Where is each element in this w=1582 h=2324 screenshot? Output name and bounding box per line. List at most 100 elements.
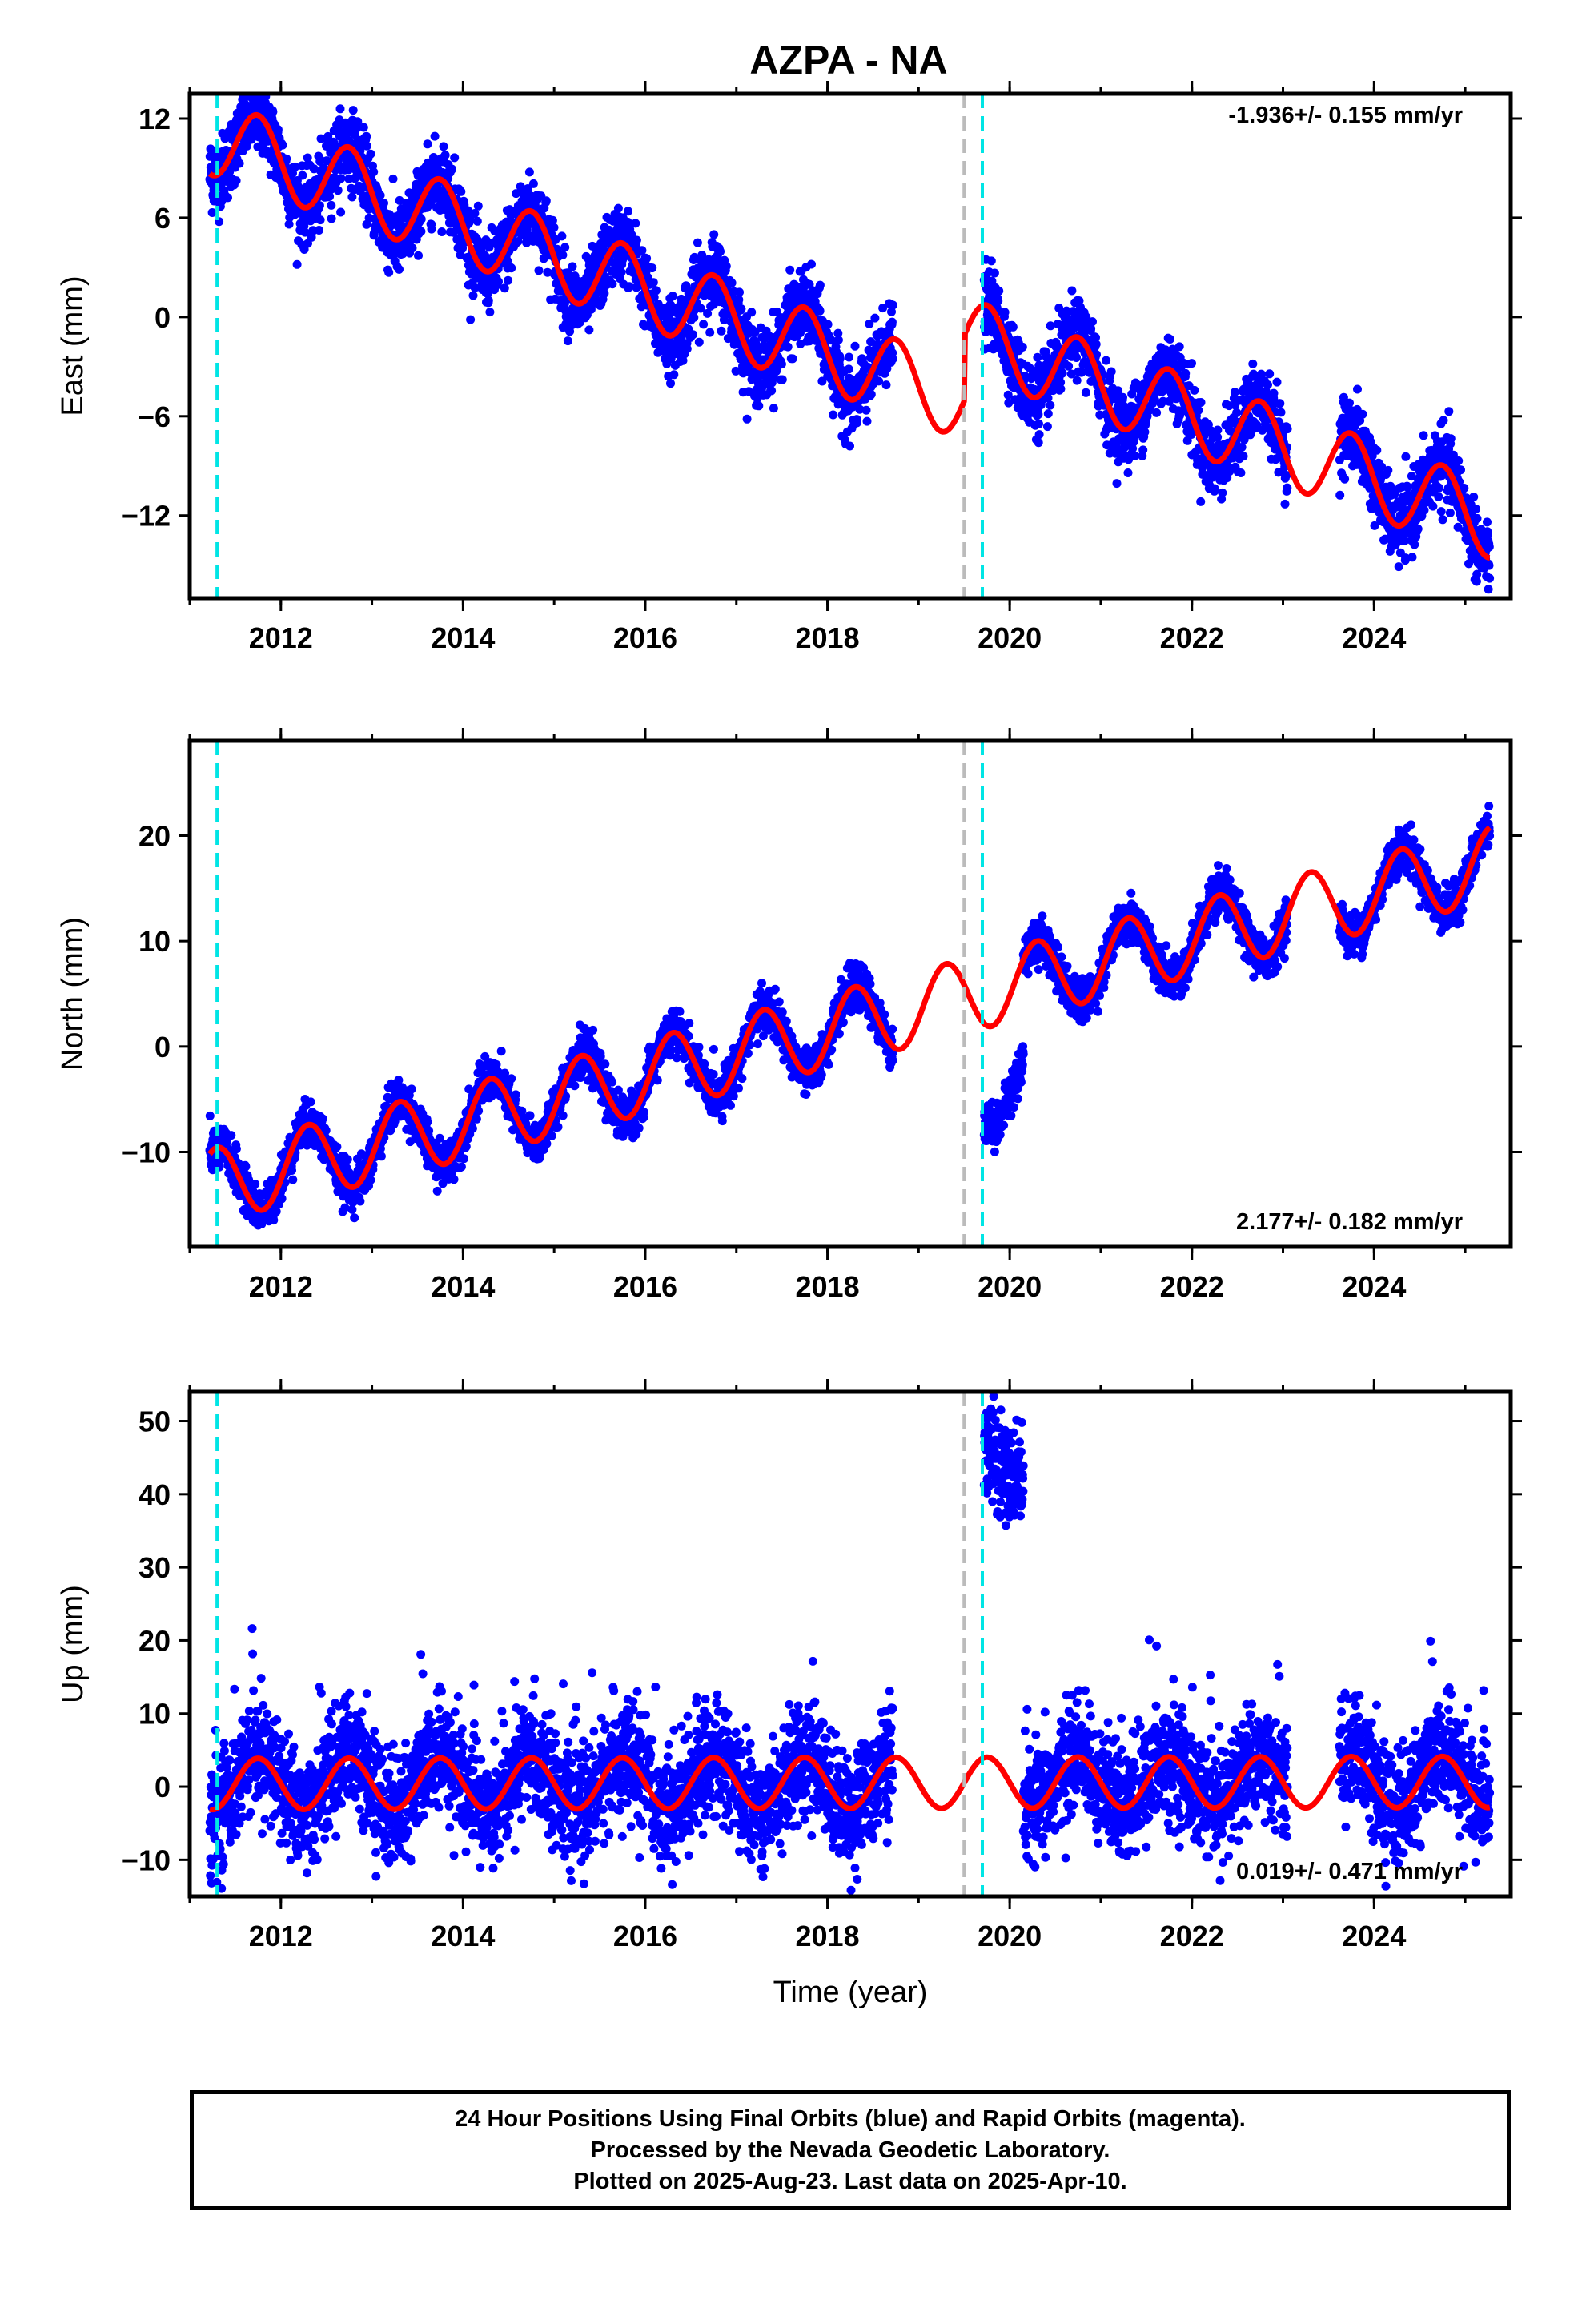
plot-area bbox=[205, 75, 1495, 594]
data-point bbox=[351, 124, 361, 134]
data-point bbox=[1239, 452, 1248, 461]
data-point bbox=[1058, 368, 1067, 378]
data-point bbox=[1345, 398, 1354, 408]
data-point bbox=[1383, 465, 1393, 475]
data-point bbox=[1472, 505, 1480, 513]
data-point bbox=[315, 201, 324, 211]
data-point bbox=[835, 354, 845, 364]
data-point bbox=[1102, 356, 1111, 365]
data-point bbox=[716, 247, 725, 256]
data-point bbox=[1434, 483, 1443, 493]
data-point bbox=[528, 179, 538, 188]
data-point bbox=[325, 191, 335, 201]
data-point bbox=[1196, 398, 1206, 407]
data-point bbox=[414, 251, 423, 260]
data-point bbox=[1118, 392, 1127, 402]
data-point bbox=[300, 227, 310, 237]
data-point bbox=[689, 330, 697, 340]
data-point bbox=[990, 268, 999, 278]
data-point bbox=[249, 84, 258, 93]
data-point bbox=[777, 360, 786, 369]
data-point bbox=[1484, 585, 1493, 594]
data-point bbox=[1283, 483, 1292, 493]
data-point bbox=[682, 344, 692, 353]
data-point bbox=[986, 256, 996, 266]
data-point bbox=[861, 405, 871, 415]
x-tick-label: 2012 bbox=[249, 621, 313, 654]
data-point bbox=[887, 317, 897, 327]
data-point bbox=[888, 300, 897, 310]
data-point bbox=[252, 75, 261, 84]
data-point bbox=[1196, 497, 1206, 506]
data-point bbox=[1081, 388, 1090, 397]
data-point bbox=[1046, 400, 1055, 410]
data-point bbox=[1444, 407, 1454, 416]
y-tick-label: −6 bbox=[138, 400, 171, 433]
data-point bbox=[1091, 340, 1101, 349]
data-point bbox=[1275, 399, 1285, 408]
data-point bbox=[783, 342, 793, 352]
data-point bbox=[456, 187, 466, 196]
y-axis-label: East (mm) bbox=[56, 275, 90, 416]
y-tick-label: 12 bbox=[139, 103, 171, 135]
data-point bbox=[709, 230, 719, 239]
data-point bbox=[430, 131, 440, 141]
data-point bbox=[450, 153, 460, 163]
data-point bbox=[1394, 562, 1403, 572]
data-point bbox=[1248, 359, 1258, 368]
data-point bbox=[1056, 384, 1066, 394]
data-point bbox=[1485, 573, 1495, 583]
data-point bbox=[288, 1175, 298, 1184]
data-point bbox=[388, 174, 398, 183]
data-point bbox=[1181, 368, 1191, 378]
data-point bbox=[1456, 465, 1465, 475]
data-point bbox=[439, 142, 448, 151]
data-point bbox=[717, 326, 726, 336]
data-point bbox=[1034, 410, 1043, 419]
data-point bbox=[227, 1131, 236, 1140]
model-fit-line bbox=[207, 111, 1492, 561]
figure-title: AZPA - NA bbox=[749, 38, 947, 82]
data-point bbox=[1454, 456, 1464, 465]
data-point bbox=[994, 296, 1003, 306]
data-point bbox=[815, 306, 825, 316]
data-point bbox=[362, 131, 371, 141]
data-point bbox=[850, 341, 860, 351]
data-point bbox=[534, 266, 544, 275]
data-point bbox=[1152, 408, 1162, 417]
data-point bbox=[500, 283, 509, 293]
data-point bbox=[512, 189, 521, 199]
data-point bbox=[1008, 322, 1018, 332]
data-point bbox=[754, 401, 764, 411]
data-point bbox=[327, 200, 336, 210]
data-point bbox=[699, 320, 709, 329]
x-tick-label: 2024 bbox=[1342, 621, 1406, 654]
data-point bbox=[1263, 380, 1272, 389]
data-point bbox=[369, 167, 379, 177]
data-point bbox=[807, 259, 816, 269]
data-point bbox=[315, 215, 325, 225]
data-point bbox=[1340, 474, 1350, 484]
data-point bbox=[1072, 353, 1081, 362]
data-point bbox=[503, 256, 512, 266]
data-point bbox=[287, 1166, 296, 1175]
x-tick-label: 2018 bbox=[796, 621, 860, 654]
data-point bbox=[423, 139, 432, 149]
data-point bbox=[616, 267, 626, 277]
data-point bbox=[362, 141, 371, 151]
data-point bbox=[888, 354, 897, 364]
data-point bbox=[1034, 430, 1044, 440]
data-point bbox=[235, 159, 244, 168]
data-point bbox=[513, 237, 523, 246]
data-point bbox=[844, 364, 853, 374]
data-point bbox=[624, 207, 632, 216]
data-point bbox=[651, 286, 661, 296]
data-point bbox=[464, 206, 472, 215]
data-point bbox=[1269, 388, 1279, 398]
data-point bbox=[1401, 452, 1411, 461]
data-point bbox=[504, 275, 513, 285]
data-point bbox=[1472, 513, 1482, 523]
data-point bbox=[1358, 409, 1367, 419]
data-point bbox=[277, 1194, 287, 1204]
